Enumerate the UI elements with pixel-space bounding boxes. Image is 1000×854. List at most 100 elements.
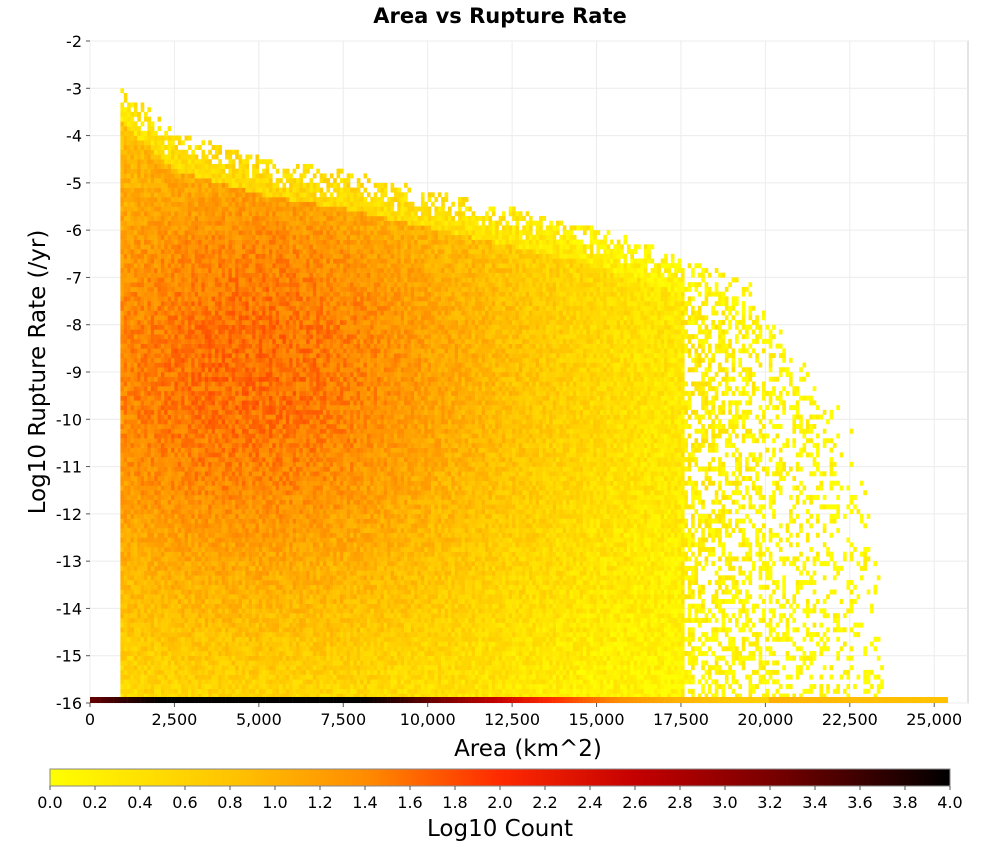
- heatmap-cell: [147, 651, 151, 656]
- heatmap-cell: [198, 301, 202, 306]
- heatmap-cell: [164, 136, 168, 141]
- heatmap-cell: [178, 169, 182, 174]
- heatmap-cell: [205, 651, 209, 656]
- heatmap-cell: [154, 268, 158, 273]
- heatmap-cell: [225, 462, 229, 467]
- heatmap-cell: [168, 173, 172, 178]
- heatmap-cell: [252, 675, 256, 680]
- heatmap-cell: [201, 225, 205, 230]
- heatmap-cell: [168, 547, 172, 552]
- heatmap-cell: [178, 230, 182, 235]
- heatmap-cell: [174, 476, 178, 481]
- heatmap-cell: [151, 396, 155, 401]
- heatmap-cell: [168, 509, 172, 514]
- heatmap-cell: [215, 476, 219, 481]
- heatmap-cell: [225, 386, 229, 391]
- heatmap-cell: [178, 471, 182, 476]
- heatmap-cell: [245, 443, 249, 448]
- heatmap-cell: [252, 660, 256, 665]
- heatmap-cell: [235, 377, 239, 382]
- heatmap-cell: [232, 660, 236, 665]
- heatmap-cell: [215, 637, 219, 642]
- heatmap-cell: [188, 197, 192, 202]
- heatmap-cell: [168, 150, 172, 155]
- heatmap-cell: [255, 235, 259, 240]
- heatmap-cell: [225, 528, 229, 533]
- heatmap-cell: [255, 523, 259, 528]
- heatmap-cell: [131, 240, 135, 245]
- heatmap-cell: [222, 320, 226, 325]
- heatmap-cell: [168, 571, 172, 576]
- heatmap-cell: [181, 363, 185, 368]
- heatmap-cell: [127, 140, 131, 145]
- heatmap-cell: [127, 188, 131, 193]
- heatmap-cell: [120, 547, 124, 552]
- heatmap-cell: [222, 689, 226, 694]
- heatmap-cell: [174, 169, 178, 174]
- heatmap-cell: [158, 396, 162, 401]
- heatmap-cell: [225, 207, 229, 212]
- heatmap-cell: [124, 424, 128, 429]
- heatmap-cell: [245, 164, 249, 169]
- heatmap-cell: [201, 552, 205, 557]
- heatmap-cell: [164, 377, 168, 382]
- heatmap-cell: [201, 287, 205, 292]
- heatmap-cell: [262, 651, 266, 656]
- heatmap-cell: [195, 419, 199, 424]
- heatmap-cell: [195, 391, 199, 396]
- heatmap-cell: [168, 575, 172, 580]
- heatmap-cell: [225, 481, 229, 486]
- heatmap-cell: [171, 273, 175, 278]
- heatmap-cell: [195, 448, 199, 453]
- heatmap-cell: [232, 471, 236, 476]
- heatmap-cell: [174, 533, 178, 538]
- heatmap-cell: [218, 542, 222, 547]
- heatmap-cell: [161, 329, 165, 334]
- heatmap-cell: [252, 561, 256, 566]
- heatmap-cell: [249, 329, 253, 334]
- heatmap-cell: [225, 675, 229, 680]
- heatmap-cell: [198, 580, 202, 585]
- heatmap-cell: [188, 386, 192, 391]
- heatmap-cell: [218, 329, 222, 334]
- heatmap-cell: [198, 556, 202, 561]
- heatmap-cell: [171, 381, 175, 386]
- heatmap-cell: [174, 325, 178, 330]
- heatmap-cell: [127, 467, 131, 472]
- heatmap-cell: [222, 235, 226, 240]
- heatmap-cell: [147, 623, 151, 628]
- heatmap-cell: [242, 523, 246, 528]
- heatmap-cell: [222, 263, 226, 268]
- heatmap-cell: [201, 367, 205, 372]
- heatmap-cell: [239, 429, 243, 434]
- heatmap-cell: [212, 528, 216, 533]
- heatmap-cell: [245, 363, 249, 368]
- heatmap-cell: [178, 225, 182, 230]
- heatmap-cell: [137, 419, 141, 424]
- heatmap-cell: [198, 523, 202, 528]
- heatmap-cell: [198, 623, 202, 628]
- heatmap-cell: [151, 202, 155, 207]
- heatmap-cell: [120, 358, 124, 363]
- heatmap-cell: [147, 235, 151, 240]
- heatmap-cell: [134, 164, 138, 169]
- heatmap-cell: [164, 490, 168, 495]
- heatmap-cell: [161, 230, 165, 235]
- heatmap-cell: [212, 599, 216, 604]
- heatmap-cell: [188, 632, 192, 637]
- heatmap-cell: [158, 381, 162, 386]
- heatmap-cell: [151, 660, 155, 665]
- heatmap-cell: [161, 684, 165, 689]
- heatmap-cell: [255, 197, 259, 202]
- heatmap-cell: [124, 192, 128, 197]
- heatmap-cell: [147, 178, 151, 183]
- heatmap-cell: [195, 339, 199, 344]
- heatmap-cell: [191, 325, 195, 330]
- heatmap-cell: [195, 618, 199, 623]
- heatmap-cell: [252, 424, 256, 429]
- heatmap-cell: [239, 538, 243, 543]
- heatmap-cell: [239, 665, 243, 670]
- heatmap-cell: [228, 410, 232, 415]
- heatmap-cell: [131, 391, 135, 396]
- heatmap-cell: [232, 367, 236, 372]
